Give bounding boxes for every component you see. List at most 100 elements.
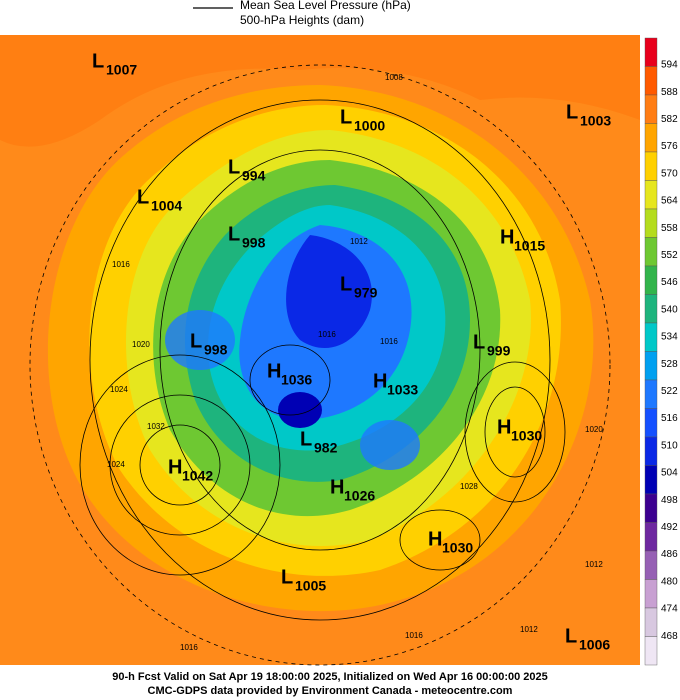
center-value: 1005 <box>295 578 326 594</box>
colorbar-swatch <box>644 208 658 238</box>
center-value: 1000 <box>354 118 385 134</box>
center-symbol: L <box>340 273 352 295</box>
colorbar-label: 576 <box>661 141 678 152</box>
colorbar-swatch <box>644 579 658 609</box>
center-value: 998 <box>242 235 266 251</box>
center-symbol: H <box>373 370 387 392</box>
colorbar-label: 594 <box>661 60 678 71</box>
center-symbol: H <box>500 226 514 248</box>
colorbar-swatch <box>644 636 658 666</box>
footer-text: CMC-GDPS data provided by Environment Ca… <box>148 685 513 697</box>
colorbar-swatch <box>644 123 658 153</box>
center-value: 1042 <box>182 468 213 484</box>
center-value: 1003 <box>580 113 611 129</box>
center-value: 999 <box>487 343 511 359</box>
center-value: 1004 <box>151 198 182 214</box>
colorbar-swatch <box>644 37 658 67</box>
contour-label: 1020 <box>132 340 150 349</box>
contour-label: 1016 <box>112 260 130 269</box>
contour-label: 1016 <box>180 643 198 652</box>
colorbar-swatch <box>644 180 658 210</box>
colorbar-label: 504 <box>661 468 678 479</box>
center-symbol: H <box>168 456 182 478</box>
center-value: 1033 <box>387 382 418 398</box>
center-symbol: L <box>137 186 149 208</box>
colorbar-label: 492 <box>661 522 678 533</box>
center-value: 1026 <box>344 488 375 504</box>
contour-label: 1008 <box>385 73 403 82</box>
colorbar-label: 588 <box>661 87 678 98</box>
colorbar-label: 564 <box>661 196 678 207</box>
contour-label: 1016 <box>318 330 336 339</box>
center-symbol: L <box>473 331 485 353</box>
center-symbol: L <box>228 223 240 245</box>
colorbar-swatch <box>644 379 658 409</box>
contour-label: 1012 <box>350 237 368 246</box>
center-value: 1007 <box>106 62 137 78</box>
colorbar-swatch <box>644 322 658 352</box>
contour-label: 1024 <box>110 385 128 394</box>
colorbar-label: 498 <box>661 495 678 506</box>
center-value: 1015 <box>514 238 545 254</box>
colorbar-label: 474 <box>661 604 678 615</box>
footer-text: 90-h Fcst Valid on Sat Apr 19 18:00:00 2… <box>112 671 548 683</box>
center-symbol: L <box>281 566 293 588</box>
colorbar-label: 516 <box>661 413 678 424</box>
center-symbol: L <box>566 101 578 123</box>
colorbar-label: 582 <box>661 114 678 125</box>
colorbar-swatch <box>644 465 658 495</box>
colorbar-label: 534 <box>661 332 678 343</box>
center-symbol: H <box>428 528 442 550</box>
colorbar-swatch <box>644 493 658 523</box>
contour-label: 1012 <box>585 560 603 569</box>
center-value: 979 <box>354 285 378 301</box>
colorbar-label: 528 <box>661 359 678 370</box>
center-symbol: H <box>497 416 511 438</box>
center-symbol: H <box>267 360 281 382</box>
colorbar-swatch <box>644 607 658 637</box>
center-value: 994 <box>242 168 266 184</box>
colorbar-swatch <box>644 94 658 124</box>
contour-label: 1024 <box>107 460 125 469</box>
center-value: 1006 <box>579 637 610 653</box>
center-symbol: L <box>300 428 312 450</box>
colorbar-swatch <box>644 522 658 552</box>
colorbar-swatch <box>644 408 658 438</box>
colorbar-label: 570 <box>661 168 678 179</box>
contour-label: 1032 <box>147 422 165 431</box>
colorbar-label: 540 <box>661 304 678 315</box>
legend-text: Mean Sea Level Pressure (hPa) <box>240 0 411 12</box>
legend-text: 500-hPa Heights (dam) <box>240 13 364 27</box>
contour-label: 1016 <box>380 337 398 346</box>
center-value: 1030 <box>442 540 473 556</box>
contour-label: 1020 <box>585 425 603 434</box>
center-symbol: L <box>190 330 202 352</box>
colorbar-label: 480 <box>661 576 678 587</box>
colorbar-label: 522 <box>661 386 678 397</box>
contour-label: 1028 <box>460 482 478 491</box>
colorbar-swatch <box>644 294 658 324</box>
center-symbol: H <box>330 476 344 498</box>
colorbar-swatch <box>644 351 658 381</box>
center-symbol: L <box>565 625 577 647</box>
center-symbol: L <box>92 50 104 72</box>
center-value: 1030 <box>511 428 542 444</box>
colorbar-swatch <box>644 151 658 181</box>
center-value: 1036 <box>281 372 312 388</box>
colorbar-label: 468 <box>661 631 678 642</box>
colorbar-swatch <box>644 436 658 466</box>
center-symbol: L <box>340 106 352 128</box>
colorbar-label: 486 <box>661 549 678 560</box>
colorbar-label: 552 <box>661 250 678 261</box>
colorbar-swatch <box>644 550 658 580</box>
center-symbol: L <box>228 156 240 178</box>
colorbar-label: 546 <box>661 277 678 288</box>
colorbar-swatch <box>644 265 658 295</box>
center-value: 998 <box>204 342 228 358</box>
colorbar-label: 558 <box>661 223 678 234</box>
contour-label: 1016 <box>405 631 423 640</box>
map <box>0 35 640 666</box>
center-value: 982 <box>314 440 338 456</box>
contour-label: 1012 <box>520 625 538 634</box>
